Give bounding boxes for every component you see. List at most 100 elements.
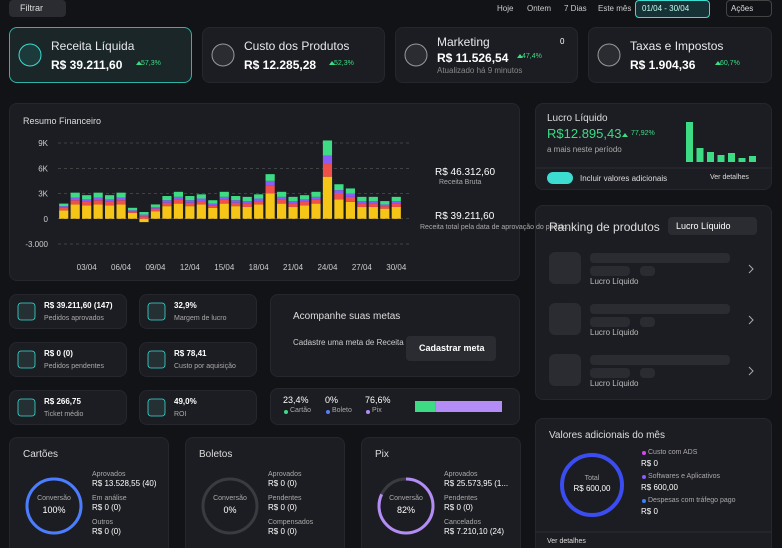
bar-segment	[334, 199, 344, 219]
filter-label[interactable]: Filtrar	[20, 3, 43, 13]
ring-arc	[377, 477, 435, 535]
bar-segment	[322, 140, 333, 156]
chevron	[748, 315, 754, 325]
item-label: Custo com ADS	[648, 449, 698, 456]
product-thumb	[549, 354, 581, 386]
register-button[interactable]	[406, 336, 496, 361]
ranking-select-label[interactable]: Lucro Líquido	[676, 221, 731, 231]
metric-label: Custo por aquisição	[174, 363, 236, 370]
up-arrow	[329, 61, 335, 65]
metric-label: Ticket médio	[44, 411, 84, 418]
bar-segment	[82, 201, 92, 206]
x-tick-label: 15/04	[214, 263, 235, 272]
range-option[interactable]: Ontem	[527, 4, 552, 13]
ranking-title: Ranking de produtos	[549, 220, 660, 234]
bar-segment	[116, 200, 126, 205]
mini-bar	[717, 155, 725, 162]
split-value: 76,6%	[365, 395, 391, 405]
metric-label: Pedidos aprovados	[44, 315, 104, 322]
bar-segment	[82, 205, 92, 219]
bar-segment	[357, 203, 367, 207]
kpi-change: 47,4%	[522, 53, 542, 60]
actions-button[interactable]	[726, 0, 772, 17]
resumo-card	[9, 103, 520, 281]
bar-segment	[299, 201, 310, 206]
bar-segment	[242, 206, 252, 219]
range-option[interactable]: Este mês	[598, 4, 632, 13]
placeholder	[590, 317, 630, 327]
bar-segment	[322, 176, 333, 219]
item-dot	[642, 475, 646, 479]
bar-segment	[139, 214, 149, 217]
bar-segment	[208, 200, 218, 204]
range-option[interactable]: Hoje	[497, 4, 514, 13]
metric-card	[139, 390, 257, 425]
bar-segment	[380, 201, 390, 205]
kpi-label: Custo dos Produtos	[244, 39, 350, 53]
metric-label: Margem de lucro	[174, 315, 227, 322]
bar-segment	[139, 218, 149, 223]
item-label: Softwares e Aplicativos	[648, 473, 720, 480]
actions-label[interactable]: Ações	[731, 4, 754, 13]
bar-segment	[173, 199, 183, 204]
kpi-value: R$ 12.285,28	[244, 58, 317, 72]
payment-title: Cartões	[23, 449, 59, 460]
y-tick-label: -3.000	[25, 240, 48, 249]
bar-segment	[70, 200, 80, 205]
bar-segment	[196, 198, 206, 202]
mini-bar	[686, 122, 693, 162]
bar-segment	[334, 190, 344, 194]
date-picker[interactable]	[635, 0, 710, 18]
kpi-change: 60,7%	[720, 60, 740, 67]
split-segment	[435, 401, 502, 412]
placeholder	[590, 253, 730, 263]
metas-card	[270, 294, 520, 377]
bar-segment	[150, 211, 161, 219]
metric-icon	[147, 350, 166, 369]
x-tick-label: 24/04	[317, 263, 338, 272]
up-arrow	[715, 61, 721, 65]
metric-value: 49,0%	[174, 397, 197, 406]
gross-label: Receita Bruta	[439, 179, 482, 186]
row-value: R$ 13.528,55 (40)	[92, 479, 157, 488]
range-option[interactable]: 7 Dias	[564, 4, 587, 13]
bar-segment	[59, 207, 69, 211]
kpi-badge: 0	[560, 37, 565, 46]
ring-label: Conversão	[213, 495, 247, 502]
bar-segment	[311, 203, 321, 219]
kpi-label: Receita Líquida	[51, 39, 135, 53]
lucro-value: R$12.895,43	[547, 126, 622, 141]
x-tick-label: 21/04	[283, 263, 304, 272]
ring-value: 82%	[396, 505, 415, 515]
adicionais-card	[535, 418, 772, 548]
bar-segment	[265, 185, 275, 194]
filter-button[interactable]	[9, 0, 66, 17]
gross-value: R$ 46.312,60	[435, 167, 496, 178]
date-label[interactable]: 01/04 - 30/04	[642, 4, 690, 13]
product-thumb	[549, 303, 581, 335]
metas-title: Acompanhe suas metas	[293, 311, 401, 322]
row-value: R$ 0 (0)	[268, 503, 297, 512]
ring-value: 0%	[223, 505, 237, 515]
bar-segment	[345, 201, 355, 219]
details-link[interactable]: Ver detalhes	[710, 174, 749, 181]
bar-segment	[368, 206, 378, 219]
y-tick-label: 6K	[38, 164, 48, 173]
bar-segment	[219, 199, 229, 204]
bar-segment	[127, 212, 138, 219]
bar-segment	[150, 206, 161, 209]
x-tick-label: 09/04	[145, 263, 166, 272]
ranking-select[interactable]	[668, 217, 757, 235]
toggle[interactable]	[547, 172, 573, 184]
details-link[interactable]: Ver detalhes	[547, 538, 586, 545]
bar-segment	[82, 195, 92, 200]
chevron	[748, 366, 754, 376]
bar-segment	[93, 197, 103, 201]
row-value: R$ 0 (0)	[444, 503, 473, 512]
bar-segment	[162, 196, 172, 201]
bar-segment	[59, 210, 69, 219]
bar-segment	[105, 205, 115, 219]
net-value: R$ 39.211,60	[435, 211, 495, 222]
bar-segment	[219, 196, 229, 200]
register-label[interactable]: Cadastrar meta	[419, 343, 485, 353]
